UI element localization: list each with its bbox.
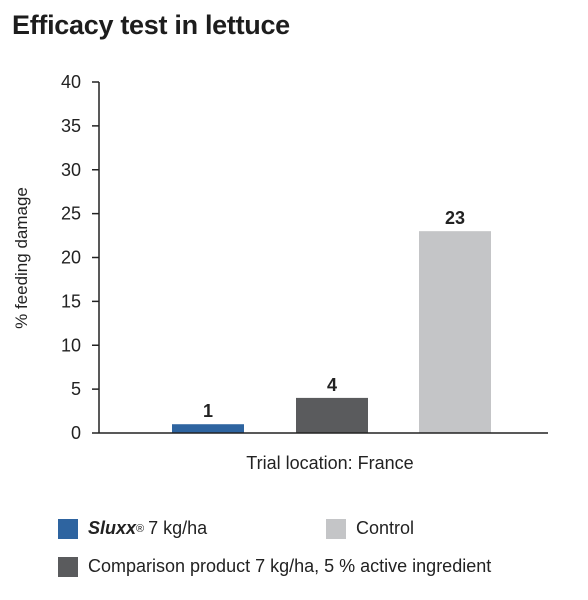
legend-swatch-comparison bbox=[58, 556, 78, 577]
y-tick-label: 40 bbox=[61, 72, 81, 92]
chart-title: Efficacy test in lettuce bbox=[12, 10, 290, 40]
bar bbox=[172, 424, 244, 433]
y-tick-label: 25 bbox=[61, 204, 81, 224]
y-tick-label: 30 bbox=[61, 160, 81, 180]
y-tick-label: 5 bbox=[71, 379, 81, 399]
legend-swatch-sluxx bbox=[58, 518, 78, 539]
legend-label-comparison: Comparison product 7 kg/ha, 5 % active i… bbox=[88, 556, 492, 576]
bar-chart: 0 5 10 15 20 25 30 35 40 1 4 23 % feeding damage T… bbox=[12, 72, 548, 473]
y-tick-label: 10 bbox=[61, 335, 81, 355]
legend-item-control: Control bbox=[326, 518, 414, 539]
bar-value-label: 23 bbox=[445, 208, 465, 228]
y-tick-label: 20 bbox=[61, 248, 81, 268]
bars: 1 4 23 bbox=[172, 208, 491, 433]
bar bbox=[419, 231, 491, 433]
y-tick-label: 0 bbox=[71, 423, 81, 443]
bar-value-label: 4 bbox=[327, 375, 337, 395]
bar bbox=[296, 397, 368, 433]
legend-item-comparison: Comparison product 7 kg/ha, 5 % active i… bbox=[58, 556, 491, 577]
legend-item-sluxx: Sluxx ® 7 kg/ha bbox=[58, 518, 207, 539]
legend-swatch-control bbox=[326, 518, 346, 539]
bar-value-label: 1 bbox=[203, 401, 213, 421]
legend-label-sluxx-rate: 7 kg/ha bbox=[148, 518, 208, 538]
y-tick-label: 35 bbox=[61, 116, 81, 136]
y-tick-label: 15 bbox=[61, 291, 81, 311]
x-axis-label: Trial location: France bbox=[246, 453, 413, 473]
legend-brand-name: Sluxx bbox=[88, 518, 137, 538]
y-axis-label: % feeding damage bbox=[12, 187, 31, 329]
y-axis: 0 5 10 15 20 25 30 35 40 bbox=[61, 72, 99, 443]
legend-label-control: Control bbox=[356, 518, 415, 538]
legend-registered-mark: ® bbox=[136, 522, 145, 535]
